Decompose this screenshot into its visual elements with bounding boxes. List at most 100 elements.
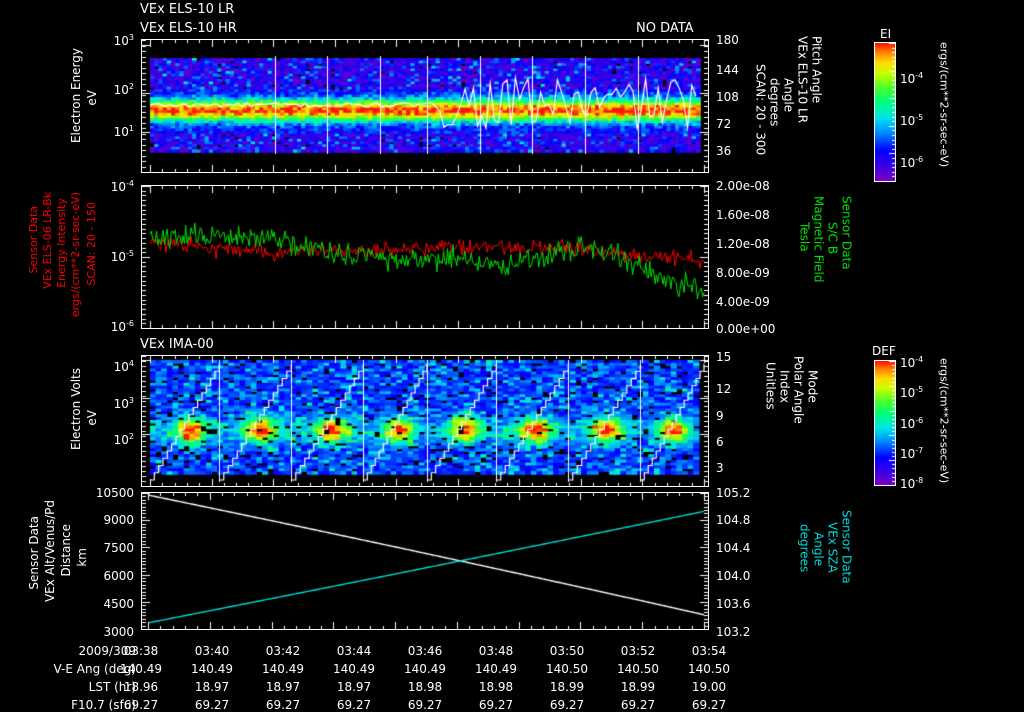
panel4-ytick-0: 10500: [95, 486, 134, 500]
panel1-ytick-1: 102: [113, 82, 134, 97]
panel4-right-axis-label: Sensor Data VEx SZA Angle degrees: [797, 510, 854, 584]
time-row-cell: 03:46: [407, 644, 443, 658]
f107-row-cell: 69.27: [691, 698, 727, 712]
ve-ang-row-cell: 140.50: [617, 662, 659, 676]
time-row-cell: 03:52: [620, 644, 656, 658]
f107-row-cell: 69.27: [620, 698, 656, 712]
time-row-cell: 03:40: [194, 644, 230, 658]
lst-row-cell: 18.97: [336, 680, 372, 694]
panel2-right-ytick-5: 0.00e+00: [716, 322, 776, 336]
panel4-plot-area[interactable]: [141, 492, 709, 630]
panel1-ytick-0: 103: [113, 33, 134, 48]
panel2-ytick-2: 10-6: [110, 319, 134, 334]
f107-row-cell: 69.27: [265, 698, 301, 712]
panel1-colorbar-units: ergs/(cm**2-sr-sec-eV): [937, 42, 951, 168]
panel2-ytick-1: 10-5: [110, 249, 134, 264]
panel4-ytick-2: 7500: [103, 541, 134, 555]
time-row-cell: 03:42: [265, 644, 301, 658]
ve-ang-row-label: V-E Ang (deg): [53, 662, 136, 676]
ve-ang-row-cell: 140.50: [546, 662, 588, 676]
no-data-label: NO DATA: [636, 21, 694, 36]
panel2-ytick-0: 10-4: [110, 179, 134, 194]
ve-ang-row-cell: 140.49: [333, 662, 375, 676]
panel1-ytick-2: 101: [113, 124, 134, 139]
panel1-right-axis-label: Pitch Angle VEx ELS-10 LR Angle degrees …: [753, 36, 824, 156]
f107-row-cell: 69.27: [478, 698, 514, 712]
ve-ang-row-cell: 140.49: [191, 662, 233, 676]
panel3-cb-tick-1: 10-5: [900, 385, 924, 400]
f107-row-cell: 69.27: [123, 698, 159, 712]
panel2-right-ytick-4: 4.00e-09: [716, 295, 770, 309]
panel3-colorbar-name: DEF: [872, 344, 896, 358]
panel2-right-ytick-3: 8.00e-09: [716, 266, 770, 280]
f107-row-cell: 69.27: [407, 698, 443, 712]
panel2-right-ytick-0: 2.00e-08: [716, 179, 770, 193]
panel3-right-ytick-4: 3: [716, 461, 724, 475]
panel3-title: VEx IMA-00: [140, 337, 214, 352]
panel1-left-axis-label: Electron Energy eV: [69, 48, 99, 144]
panel3-right-axis-label: Mode Polar Angle Index Unitless: [763, 356, 820, 424]
panel4-right-ytick-0: 105.2: [716, 486, 751, 500]
f107-row-cell: 69.27: [336, 698, 372, 712]
panel3-plot-area[interactable]: [141, 355, 709, 487]
ve-ang-row-cell: 140.49: [120, 662, 162, 676]
lst-row-cell: 18.99: [620, 680, 656, 694]
lst-row-cell: 18.97: [194, 680, 230, 694]
panel3-cb-tick-4: 10-8: [900, 476, 924, 491]
panel4-ytick-4: 4500: [103, 597, 134, 611]
panel1-right-ytick-1: 144: [716, 63, 739, 77]
panel4-right-ytick-2: 104.4: [716, 541, 751, 555]
panel3-left-axis-label: Electron Volts eV: [69, 368, 99, 450]
panel3-ytick-2: 102: [113, 432, 134, 447]
panel1-colorbar[interactable]: [874, 42, 896, 182]
ve-ang-row-cell: 140.50: [688, 662, 730, 676]
lst-row-cell: 18.99: [549, 680, 585, 694]
panel1-title-hr: VEx ELS-10 HR: [140, 21, 237, 36]
panel1-title-lr: VEx ELS-10 LR: [140, 2, 235, 17]
panel1-right-ytick-3: 72: [716, 117, 732, 131]
lst-row-label: LST (hr): [88, 680, 136, 694]
ve-ang-row-cell: 140.49: [475, 662, 517, 676]
time-row-cell: 03:54: [691, 644, 727, 658]
lst-row-cell: 18.96: [123, 680, 159, 694]
panel3-right-ytick-3: 6: [716, 435, 724, 449]
panel2-right-axis-label: Sensor Data S/C B Magnetic Field Tesla: [797, 196, 854, 283]
panel3-colorbar-units: ergs/(cm**2-sr-sec-eV): [937, 358, 951, 484]
panel1-colorbar-name: EI: [880, 27, 892, 41]
panel3-right-ytick-2: 9: [716, 409, 724, 423]
panel1-cb-tick-2: 10-6: [900, 155, 924, 170]
lst-row-cell: 18.98: [478, 680, 514, 694]
panel3-ytick-1: 103: [113, 396, 134, 411]
time-row-label: 2009/309: [78, 644, 137, 658]
panel1-cb-tick-0: 10-4: [900, 71, 924, 86]
time-row-cell: 03:44: [336, 644, 372, 658]
ve-ang-row-cell: 140.49: [262, 662, 304, 676]
panel3-cb-tick-2: 10-6: [900, 416, 924, 431]
panel1-plot-area[interactable]: [141, 39, 709, 173]
panel3-ytick-0: 104: [113, 359, 134, 374]
panel1-right-ytick-0: 180: [716, 33, 739, 47]
lst-row-cell: 18.97: [265, 680, 301, 694]
panel1-right-ytick-4: 36: [716, 144, 732, 158]
panel3-colorbar[interactable]: [874, 360, 896, 486]
time-row-cell: 03:38: [123, 644, 159, 658]
panel4-right-ytick-1: 104.8: [716, 513, 751, 527]
panel4-right-ytick-3: 104.0: [716, 569, 751, 583]
time-row-cell: 03:50: [549, 644, 585, 658]
time-row-cell: 03:48: [478, 644, 514, 658]
panel4-ytick-5: 3000: [103, 625, 134, 639]
panel3-cb-tick-3: 10-7: [900, 446, 924, 461]
panel4-ytick-3: 6000: [103, 569, 134, 583]
lst-row-cell: 19.00: [691, 680, 727, 694]
panel3-right-ytick-0: 15: [716, 350, 732, 364]
panel3-cb-tick-0: 10-4: [900, 355, 924, 370]
panel1-cb-tick-1: 10-5: [900, 113, 924, 128]
f107-row-cell: 69.27: [549, 698, 585, 712]
panel2-plot-area[interactable]: [141, 185, 709, 329]
panel2-right-ytick-1: 1.60e-08: [716, 208, 770, 222]
panel4-ytick-1: 9000: [103, 513, 134, 527]
panel3-right-ytick-1: 12: [716, 382, 732, 396]
ve-ang-row-cell: 140.49: [404, 662, 446, 676]
panel2-right-ytick-2: 1.20e-08: [716, 237, 770, 251]
